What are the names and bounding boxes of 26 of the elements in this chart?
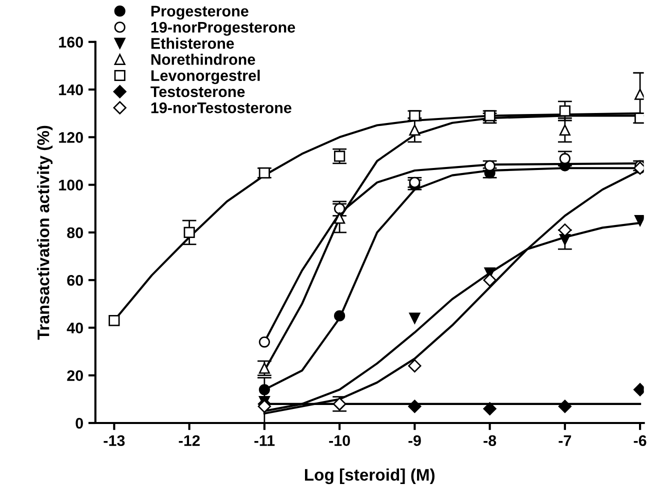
x-tick-label: -10 (329, 435, 350, 446)
legend-label: Progesterone (151, 6, 248, 20)
x-axis-title: Log [steroid] (M) (305, 468, 435, 484)
y-tick-label: 160 (59, 36, 83, 48)
legend-label: Levonorgestrel (151, 70, 260, 84)
y-tick-label: 80 (67, 227, 83, 238)
legend-label: Norethindrone (151, 54, 256, 65)
legend-label: Ethisterone (151, 38, 234, 49)
y-tick-label: 100 (59, 180, 83, 190)
legend-label: 19-norTestosterone (151, 102, 292, 114)
y-tick-label: 120 (59, 132, 83, 143)
y-tick-label: 20 (67, 370, 83, 382)
legend-label: 19-norProgesterone (151, 22, 296, 36)
x-tick-label: -11 (254, 435, 275, 446)
y-tick-label: 40 (66, 322, 83, 334)
y-tick-label: 140 (59, 84, 83, 96)
y-tick-label: 60 (67, 274, 83, 286)
x-tick-label: -13 (104, 435, 125, 446)
x-tick-label: -7 (558, 435, 572, 446)
x-tick-label: -12 (178, 435, 200, 446)
x-tick-label: -6 (634, 435, 646, 446)
legend-label: Testosterone (150, 86, 245, 98)
y-tick-label: 0 (76, 418, 83, 429)
x-tick-label: -8 (484, 435, 496, 446)
x-tick-label: -9 (408, 435, 421, 446)
y-axis-title: Transactivation activity (%) (37, 126, 53, 340)
